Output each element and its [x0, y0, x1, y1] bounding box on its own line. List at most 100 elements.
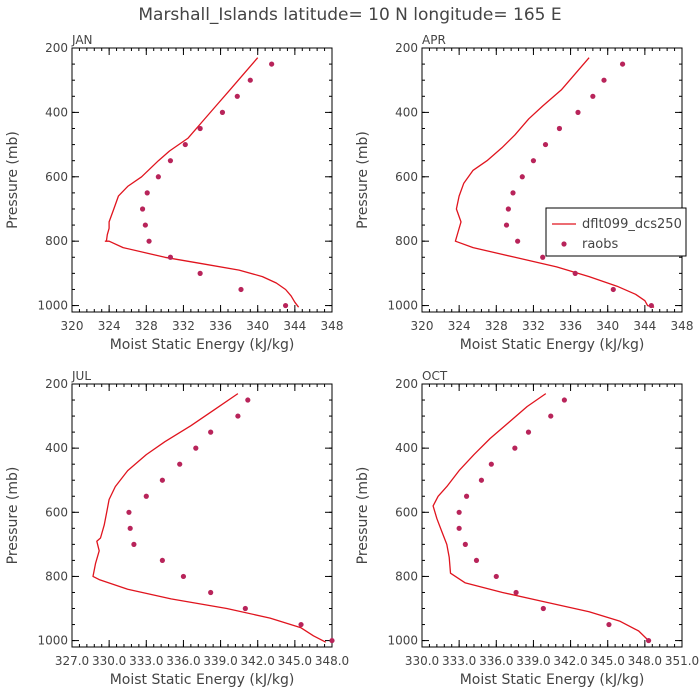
x-tick-label: 333.0 — [442, 654, 476, 668]
y-tick-label: 400 — [45, 105, 68, 119]
obs-point — [512, 445, 518, 451]
y-tick-label: 200 — [45, 377, 68, 391]
obs-point — [510, 190, 516, 196]
panel-oct: OCT 330.0 333.0 336.0 339.0 342.0 345.0 348.0 35… — [355, 369, 699, 688]
obs-point — [167, 254, 174, 260]
panel-label: JAN — [71, 33, 93, 47]
panel-apr: APR 320 324 328 332 336 340 344 348 200 400 600 800 1… — [355, 33, 693, 353]
y-axis-title: Pressure (mb) — [355, 131, 371, 229]
obs-point — [167, 158, 174, 164]
y-tick-label: 600 — [45, 505, 68, 519]
obs-point — [645, 637, 652, 644]
panel-label: OCT — [422, 369, 448, 383]
x-tick-label: 348 — [321, 319, 344, 333]
y-tick-label: 200 — [395, 377, 418, 391]
x-axis-title: Moist Static Energy (kJ/kg) — [110, 337, 295, 353]
obs-point — [590, 93, 596, 99]
panel-label: APR — [422, 33, 446, 47]
model-profile-line — [104, 57, 300, 308]
obs-point — [245, 397, 251, 403]
obs-point — [208, 429, 214, 435]
obs-point — [247, 77, 253, 83]
obs-point — [159, 557, 165, 564]
y-tick-label: 1000 — [387, 634, 418, 648]
obs-point — [155, 174, 161, 180]
obs-point — [473, 557, 480, 564]
obs-point — [488, 461, 494, 467]
x-tick-label: 345.0 — [591, 654, 625, 668]
x-tick-label: 348 — [671, 319, 694, 333]
y-axis-title: Pressure (mb) — [5, 467, 21, 565]
obs-point — [139, 206, 146, 212]
obs-point — [182, 141, 188, 148]
x-tick-label: 348.0 — [315, 654, 349, 668]
obs-point — [143, 493, 149, 499]
obs-point — [144, 190, 150, 196]
y-tick-label: 800 — [395, 234, 418, 248]
obs-point — [648, 302, 654, 309]
obs-point — [219, 109, 226, 115]
obs-point — [269, 61, 275, 67]
obs-point — [548, 413, 554, 419]
x-tick-label: 336.0 — [166, 654, 200, 668]
x-tick-label: 330.0 — [405, 654, 439, 668]
obs-point — [540, 254, 546, 260]
obs-point — [456, 509, 462, 515]
y-tick-label: 200 — [395, 41, 418, 55]
plot-frame — [421, 47, 683, 313]
obs-point — [193, 445, 199, 451]
x-tick-label: 324 — [98, 319, 121, 333]
x-axis-title: Moist Static Energy (kJ/kg) — [110, 672, 295, 688]
y-tick-label: 800 — [45, 234, 68, 248]
x-tick-label: 342.0 — [241, 654, 275, 668]
panels: JAN 320 324 328 332 336 340 344 348 200 400 600 800 1… — [5, 33, 699, 688]
obs-point — [142, 222, 148, 228]
obs-point — [238, 286, 244, 293]
obs-point — [282, 302, 289, 309]
obs-point — [572, 270, 578, 276]
obs-point — [515, 238, 521, 244]
legend-model-label: dflt099_dcs250 — [582, 217, 682, 232]
y-tick-label: 800 — [45, 569, 68, 583]
x-tick-label: 340 — [596, 319, 619, 333]
x-tick-label: 328 — [485, 319, 508, 333]
y-axis-title: Pressure (mb) — [5, 131, 21, 229]
panel-jan: JAN 320 324 328 332 336 340 344 348 200 400 600 800 1… — [5, 33, 343, 353]
obs-point — [462, 541, 468, 547]
x-tick-label: 339.0 — [516, 654, 550, 668]
plot-frame — [71, 47, 333, 313]
obs-point — [505, 206, 511, 212]
x-tick-label: 330.0 — [92, 654, 126, 668]
obs-point — [478, 477, 485, 483]
obs-point — [456, 525, 462, 531]
obs-point — [606, 621, 612, 628]
x-tick-label: 340 — [246, 319, 269, 333]
x-tick-label: 351.0 — [665, 654, 699, 668]
obs-point — [493, 573, 499, 580]
obs-point — [180, 573, 187, 580]
y-tick-label: 400 — [45, 441, 68, 455]
x-tick-label: 333.0 — [129, 654, 163, 668]
obs-point — [519, 174, 525, 180]
y-tick-label: 600 — [395, 505, 418, 519]
y-tick-label: 200 — [45, 41, 68, 55]
x-tick-label: 344 — [283, 319, 306, 333]
obs-point — [197, 270, 203, 276]
y-tick-label: 600 — [395, 170, 418, 184]
obs-point — [197, 125, 203, 132]
panel-label: JUL — [71, 369, 91, 383]
obs-point — [575, 109, 581, 115]
y-tick-label: 400 — [395, 441, 418, 455]
x-tick-label: 344 — [633, 319, 656, 333]
obs-point — [235, 413, 241, 419]
y-tick-label: 1000 — [387, 299, 418, 313]
obs-point — [619, 61, 626, 67]
x-tick-label: 345.0 — [278, 654, 312, 668]
legend: dflt099_dcs250 raobs — [545, 207, 687, 257]
y-tick-label: 1000 — [37, 634, 68, 648]
model-profile-line — [432, 393, 650, 642]
legend-obs-swatch — [561, 241, 567, 247]
obs-point — [126, 509, 132, 515]
obs-point — [208, 589, 214, 596]
x-tick-label: 336 — [209, 319, 232, 333]
